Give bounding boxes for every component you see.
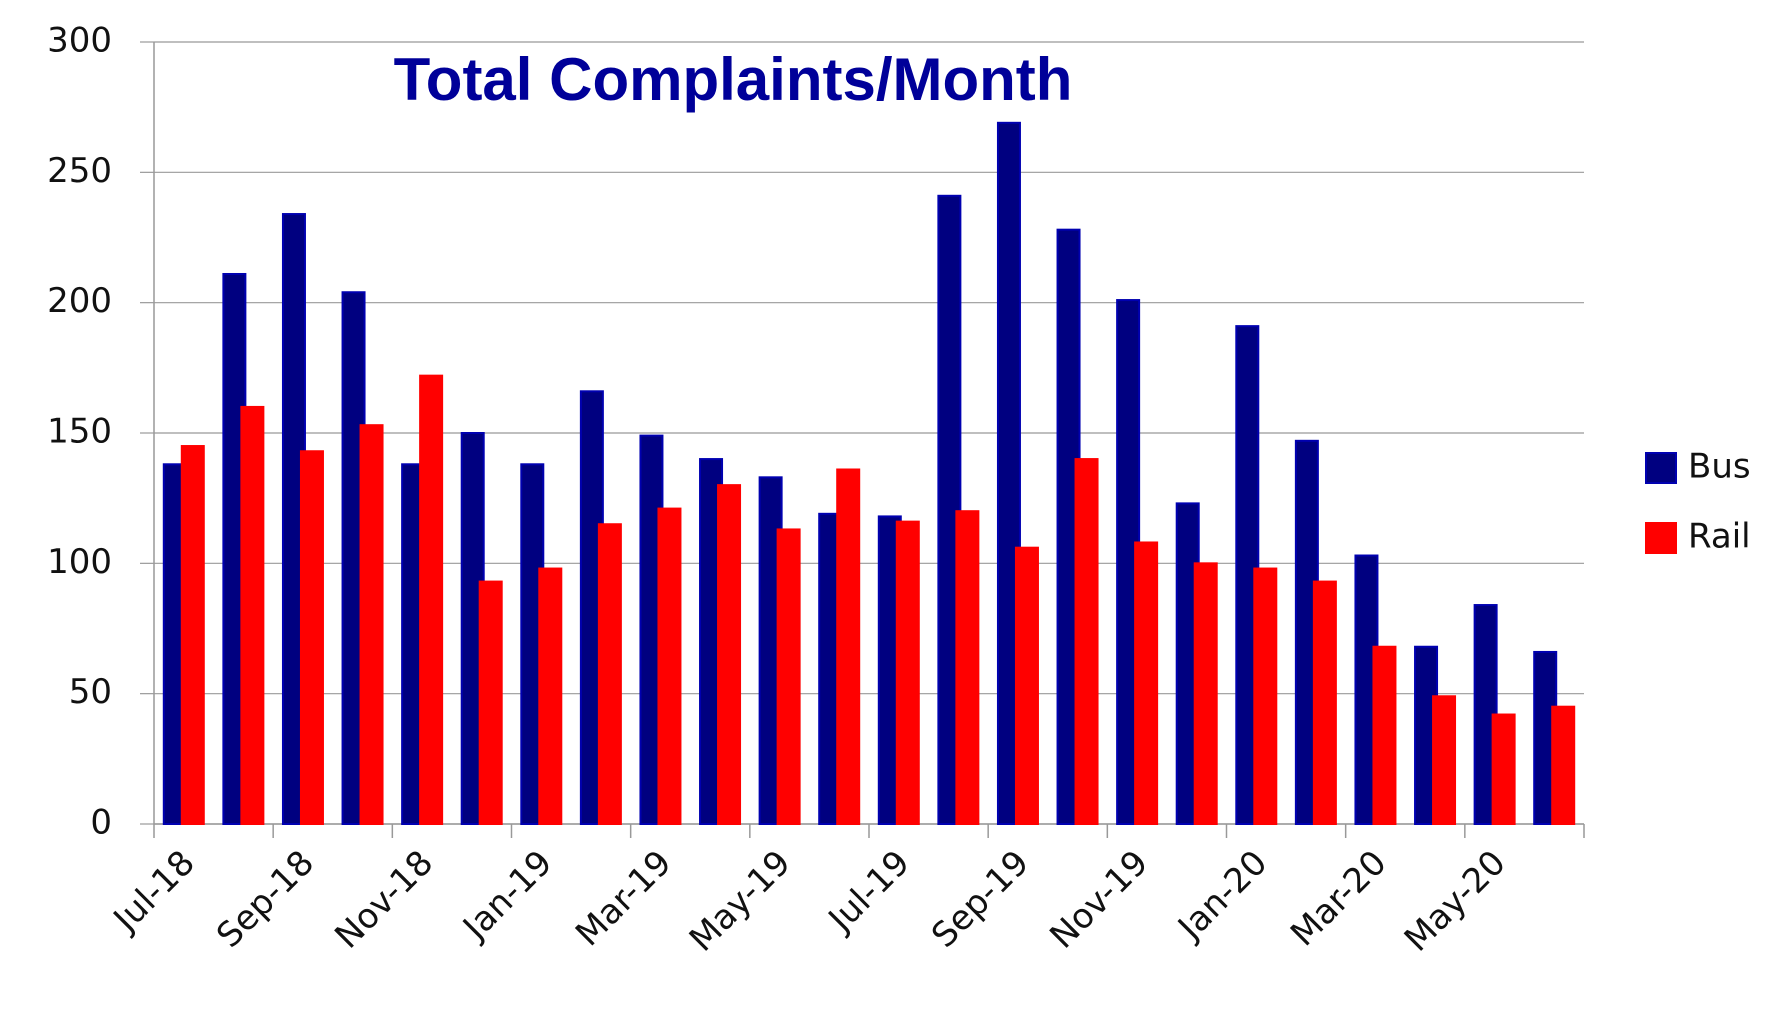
legend-swatch [1645, 522, 1677, 554]
bar [895, 520, 920, 825]
chart-title: Total Complaints/Month [394, 46, 1073, 113]
bar [955, 510, 980, 825]
y-tick-label: 50 [69, 672, 112, 712]
bar [1074, 458, 1099, 825]
x-tick-label: May-20 [1397, 843, 1514, 960]
y-tick-label: 0 [90, 803, 112, 843]
x-tick-label: Nov-18 [327, 843, 441, 957]
x-tick-label: Jan-19 [454, 843, 560, 949]
bar [657, 507, 682, 825]
y-tick-label: 150 [47, 412, 112, 452]
bar [1372, 645, 1397, 825]
x-tick-label: Jan-20 [1169, 843, 1275, 949]
bar [359, 424, 384, 825]
x-tick-label: Nov-19 [1042, 843, 1156, 957]
bar [538, 567, 563, 826]
y-tick-label: 100 [47, 542, 112, 582]
bar [1134, 541, 1159, 825]
y-tick-label: 200 [47, 281, 112, 321]
y-tick-label: 250 [47, 151, 112, 191]
bar [419, 374, 444, 825]
x-tick-label: Jul-19 [820, 843, 918, 941]
x-tick-label: Sep-19 [924, 843, 1037, 956]
bar [937, 194, 962, 825]
bar [1491, 713, 1516, 826]
y-tick-label: 300 [47, 21, 112, 61]
bar [478, 580, 503, 826]
x-tick-label: May-19 [682, 843, 799, 960]
bar [597, 523, 622, 825]
bar [776, 528, 801, 825]
legend-label: Rail [1688, 517, 1751, 557]
bar [1014, 546, 1039, 826]
x-tick-label: Jul-18 [105, 843, 203, 941]
bar [1551, 705, 1576, 826]
legend-swatch [1645, 452, 1677, 484]
bar [1253, 567, 1278, 826]
x-tick-label: Mar-20 [1283, 843, 1394, 954]
bar [1432, 695, 1457, 825]
bar [1193, 562, 1218, 825]
bar [180, 445, 205, 825]
x-tick-label: Sep-18 [209, 843, 322, 956]
bar [240, 405, 265, 825]
legend-label: Bus [1688, 447, 1751, 487]
bar [1312, 580, 1337, 826]
x-tick-label: Mar-19 [568, 843, 679, 954]
bar [996, 121, 1021, 826]
bar [836, 468, 861, 825]
bar [299, 450, 324, 825]
bar [717, 484, 742, 825]
